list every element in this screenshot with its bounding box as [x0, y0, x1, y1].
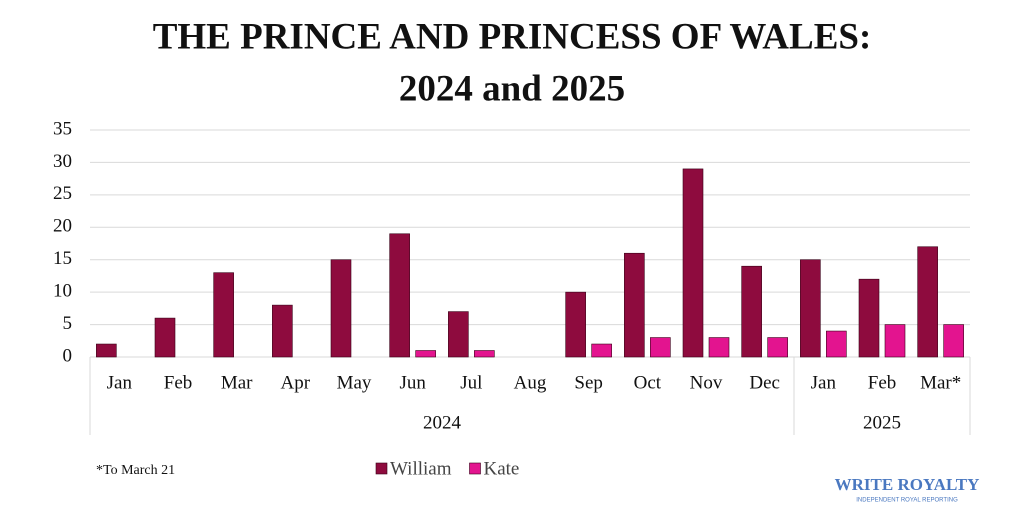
legend-label: Kate — [484, 458, 520, 479]
bar — [624, 252, 645, 358]
bar — [474, 350, 495, 358]
legend-swatch — [375, 462, 388, 475]
bar — [213, 272, 234, 358]
bar — [330, 259, 352, 358]
x-tick-label: Mar — [221, 372, 253, 393]
bar — [800, 259, 821, 358]
x-tick-label: Oct — [634, 372, 662, 393]
bar — [448, 311, 469, 358]
bar — [682, 168, 704, 358]
bar — [741, 265, 762, 358]
bar — [650, 337, 671, 358]
x-tick-label: Feb — [868, 372, 897, 393]
footnote: *To March 21 — [96, 463, 175, 478]
brand-tagline: INDEPENDENT ROYAL REPORTING — [856, 498, 958, 504]
x-tick-label: Nov — [690, 372, 723, 393]
legend-label: William — [390, 458, 452, 479]
y-tick-label: 35 — [53, 118, 72, 139]
bar — [96, 343, 117, 358]
y-tick-label: 25 — [53, 183, 72, 204]
bar — [154, 317, 176, 358]
x-tick-label: Apr — [281, 372, 311, 393]
x-tick-label: Jan — [107, 372, 133, 393]
y-tick-label: 5 — [63, 313, 73, 334]
bar — [943, 324, 964, 358]
y-tick-label: 0 — [63, 345, 73, 366]
bar — [272, 304, 293, 358]
y-tick-label: 10 — [53, 281, 72, 302]
x-tick-label: Dec — [749, 372, 780, 393]
bar — [708, 337, 730, 358]
brand-name: WRITE ROYALTY — [835, 475, 980, 494]
bar — [565, 291, 586, 358]
group-label: 2025 — [863, 412, 901, 433]
y-tick-label: 30 — [53, 151, 72, 172]
bar — [858, 278, 880, 358]
chart-title: THE PRINCE AND PRINCESS OF WALES: — [153, 16, 872, 57]
x-tick-label: Jun — [399, 372, 426, 393]
bar — [415, 350, 436, 358]
x-tick-label: Sep — [574, 372, 603, 393]
x-tick-label: May — [337, 372, 372, 393]
bar — [826, 330, 847, 358]
y-tick-label: 20 — [53, 216, 72, 237]
x-tick-label: Jul — [460, 372, 482, 393]
chart-subtitle: 2024 and 2025 — [399, 68, 625, 109]
x-tick-label: Jan — [811, 372, 837, 393]
bar — [591, 343, 612, 358]
legend-swatch — [469, 462, 481, 475]
y-tick-label: 15 — [53, 248, 72, 269]
bar — [917, 246, 938, 358]
bar — [389, 233, 410, 358]
x-tick-label: Mar* — [920, 372, 961, 393]
x-tick-label: Feb — [164, 372, 193, 393]
bar — [884, 324, 906, 358]
group-label: 2024 — [423, 412, 462, 433]
x-tick-label: Aug — [514, 372, 547, 393]
bar — [767, 337, 788, 358]
